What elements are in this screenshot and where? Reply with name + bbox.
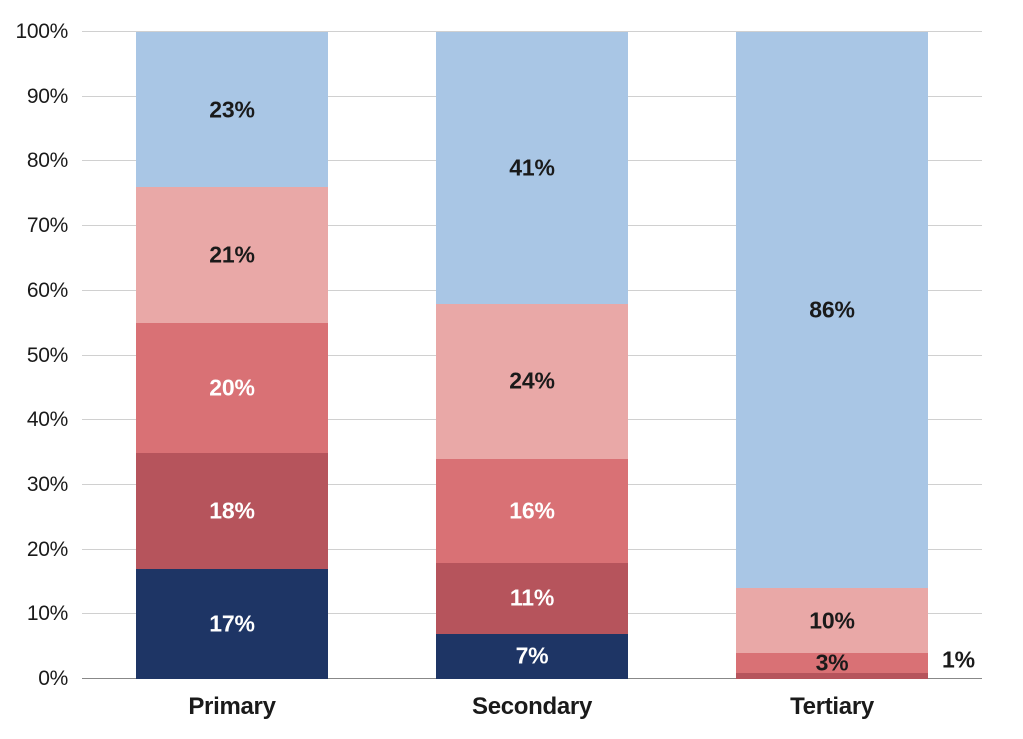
segment-label: 11% xyxy=(510,585,554,612)
segment: 20% xyxy=(136,323,328,452)
y-tick-label: 40% xyxy=(27,408,68,432)
segment: 11% xyxy=(436,563,628,634)
bar-tertiary: 3% 10% 86% 1% xyxy=(736,32,928,679)
segment: 3% xyxy=(736,653,928,672)
segment: 18% xyxy=(136,453,328,569)
bar-primary: 17% 18% 20% 21% 23% xyxy=(136,32,328,679)
bar-slot-secondary: 7% 11% 16% 24% 41% Secondary xyxy=(382,32,682,679)
y-tick-label: 100% xyxy=(15,20,68,44)
segment: 21% xyxy=(136,187,328,323)
y-tick-label: 90% xyxy=(27,85,68,109)
segment-label: 3% xyxy=(816,649,849,676)
segment: 41% xyxy=(436,32,628,304)
segment-label-outside: 1% xyxy=(942,646,975,673)
segment: 23% xyxy=(136,32,328,187)
segment-label: 18% xyxy=(209,497,254,524)
segment: 86% xyxy=(736,32,928,588)
stacked-bar-chart: 0% 10% 20% 30% 40% 50% 60% 70% 80% 90% 1… xyxy=(0,0,1023,739)
segment: 10% xyxy=(736,588,928,653)
segment: 16% xyxy=(436,459,628,563)
segment-label: 20% xyxy=(209,374,254,401)
segment: 17% xyxy=(136,569,328,679)
segment-label: 16% xyxy=(509,497,554,524)
segment-label: 24% xyxy=(509,368,554,395)
y-axis: 0% 10% 20% 30% 40% 50% 60% 70% 80% 90% 1… xyxy=(0,0,78,739)
bar-slot-primary: 17% 18% 20% 21% 23% Primary xyxy=(82,32,382,679)
segment-label: 21% xyxy=(209,242,254,269)
y-tick-label: 0% xyxy=(38,667,68,691)
segment-label: 10% xyxy=(809,607,854,634)
y-tick-label: 10% xyxy=(27,602,68,626)
y-tick-label: 50% xyxy=(27,344,68,368)
y-tick-label: 20% xyxy=(27,538,68,562)
x-category-label: Tertiary xyxy=(790,693,874,721)
bar-slot-tertiary: 3% 10% 86% 1% Tertiary xyxy=(682,32,982,679)
x-category-label: Secondary xyxy=(472,693,592,721)
segment-label: 86% xyxy=(809,297,854,324)
y-tick-label: 70% xyxy=(27,214,68,238)
bars-container: 17% 18% 20% 21% 23% Primary xyxy=(82,32,982,679)
segment-label: 41% xyxy=(509,154,554,181)
plot-area: 17% 18% 20% 21% 23% Primary xyxy=(82,32,982,679)
segment: 7% xyxy=(436,634,628,679)
segment: 24% xyxy=(436,304,628,459)
y-tick-label: 80% xyxy=(27,149,68,173)
y-tick-label: 30% xyxy=(27,473,68,497)
y-tick-label: 60% xyxy=(27,279,68,303)
segment-label: 23% xyxy=(209,96,254,123)
bar-secondary: 7% 11% 16% 24% 41% xyxy=(436,32,628,679)
x-category-label: Primary xyxy=(188,693,275,721)
segment-label: 17% xyxy=(209,611,254,638)
segment-label: 7% xyxy=(516,643,549,670)
